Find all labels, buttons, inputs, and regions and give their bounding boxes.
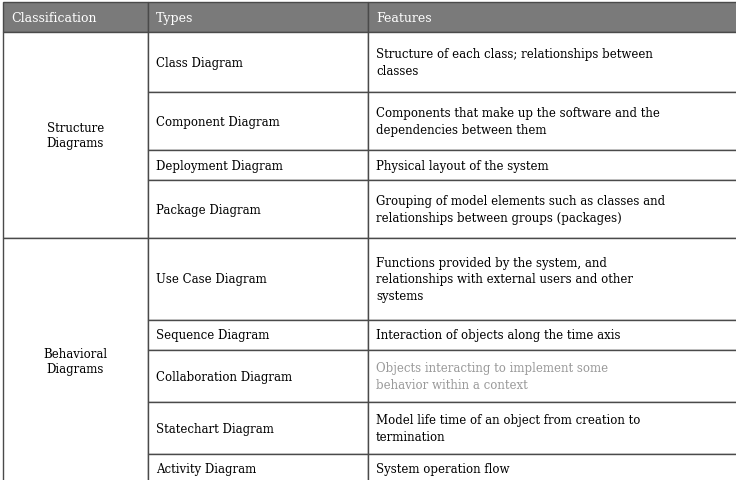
Text: Features: Features (376, 12, 431, 24)
Text: Structure
Diagrams: Structure Diagrams (47, 122, 105, 150)
Bar (148, 93, 368, 151)
Text: Interaction of objects along the time axis: Interaction of objects along the time ax… (376, 329, 620, 342)
Bar (368, 350, 736, 402)
Text: Functions provided by the system, and: Functions provided by the system, and (376, 256, 607, 269)
Text: Structure of each class; relationships between: Structure of each class; relationships b… (376, 48, 653, 61)
Bar (3, 239, 148, 480)
Text: behavior within a context: behavior within a context (376, 378, 528, 391)
Text: System operation flow: System operation flow (376, 463, 509, 476)
Bar (148, 151, 368, 180)
Text: Package Diagram: Package Diagram (156, 203, 261, 216)
Text: relationships between groups (packages): relationships between groups (packages) (376, 211, 622, 224)
Text: Objects interacting to implement some: Objects interacting to implement some (376, 361, 608, 374)
Text: Deployment Diagram: Deployment Diagram (156, 159, 283, 172)
Bar (148, 33, 368, 93)
Text: Activity Diagram: Activity Diagram (156, 463, 256, 476)
Text: relationships with external users and other: relationships with external users and ot… (376, 273, 633, 286)
Bar (148, 320, 368, 350)
Text: Class Diagram: Class Diagram (156, 56, 243, 69)
Text: systems: systems (376, 289, 423, 302)
Text: Use Case Diagram: Use Case Diagram (156, 273, 266, 286)
Bar (368, 180, 736, 239)
Text: Grouping of model elements such as classes and: Grouping of model elements such as class… (376, 195, 665, 208)
Bar (148, 180, 368, 239)
Bar (148, 454, 368, 480)
Text: classes: classes (376, 65, 418, 78)
Text: Statechart Diagram: Statechart Diagram (156, 421, 274, 434)
Bar (368, 402, 736, 454)
Bar (148, 350, 368, 402)
Bar (368, 33, 736, 93)
Bar (368, 320, 736, 350)
Text: Collaboration Diagram: Collaboration Diagram (156, 370, 292, 383)
Text: Model life time of an object from creation to: Model life time of an object from creati… (376, 413, 640, 426)
Bar (3, 33, 148, 239)
Text: Components that make up the software and the: Components that make up the software and… (376, 107, 660, 120)
Text: termination: termination (376, 430, 445, 443)
Text: dependencies between them: dependencies between them (376, 123, 547, 136)
Bar (148, 402, 368, 454)
Bar (368, 454, 736, 480)
Bar (368, 3, 736, 33)
Text: Behavioral
Diagrams: Behavioral Diagrams (43, 347, 107, 375)
Text: Component Diagram: Component Diagram (156, 115, 280, 128)
Text: Types: Types (156, 12, 194, 24)
Text: Classification: Classification (11, 12, 96, 24)
Text: Physical layout of the system: Physical layout of the system (376, 159, 548, 172)
Bar (3, 3, 148, 33)
Bar (148, 3, 368, 33)
Text: Sequence Diagram: Sequence Diagram (156, 329, 269, 342)
Bar (148, 239, 368, 320)
Bar (368, 93, 736, 151)
Bar (368, 239, 736, 320)
Bar (368, 151, 736, 180)
